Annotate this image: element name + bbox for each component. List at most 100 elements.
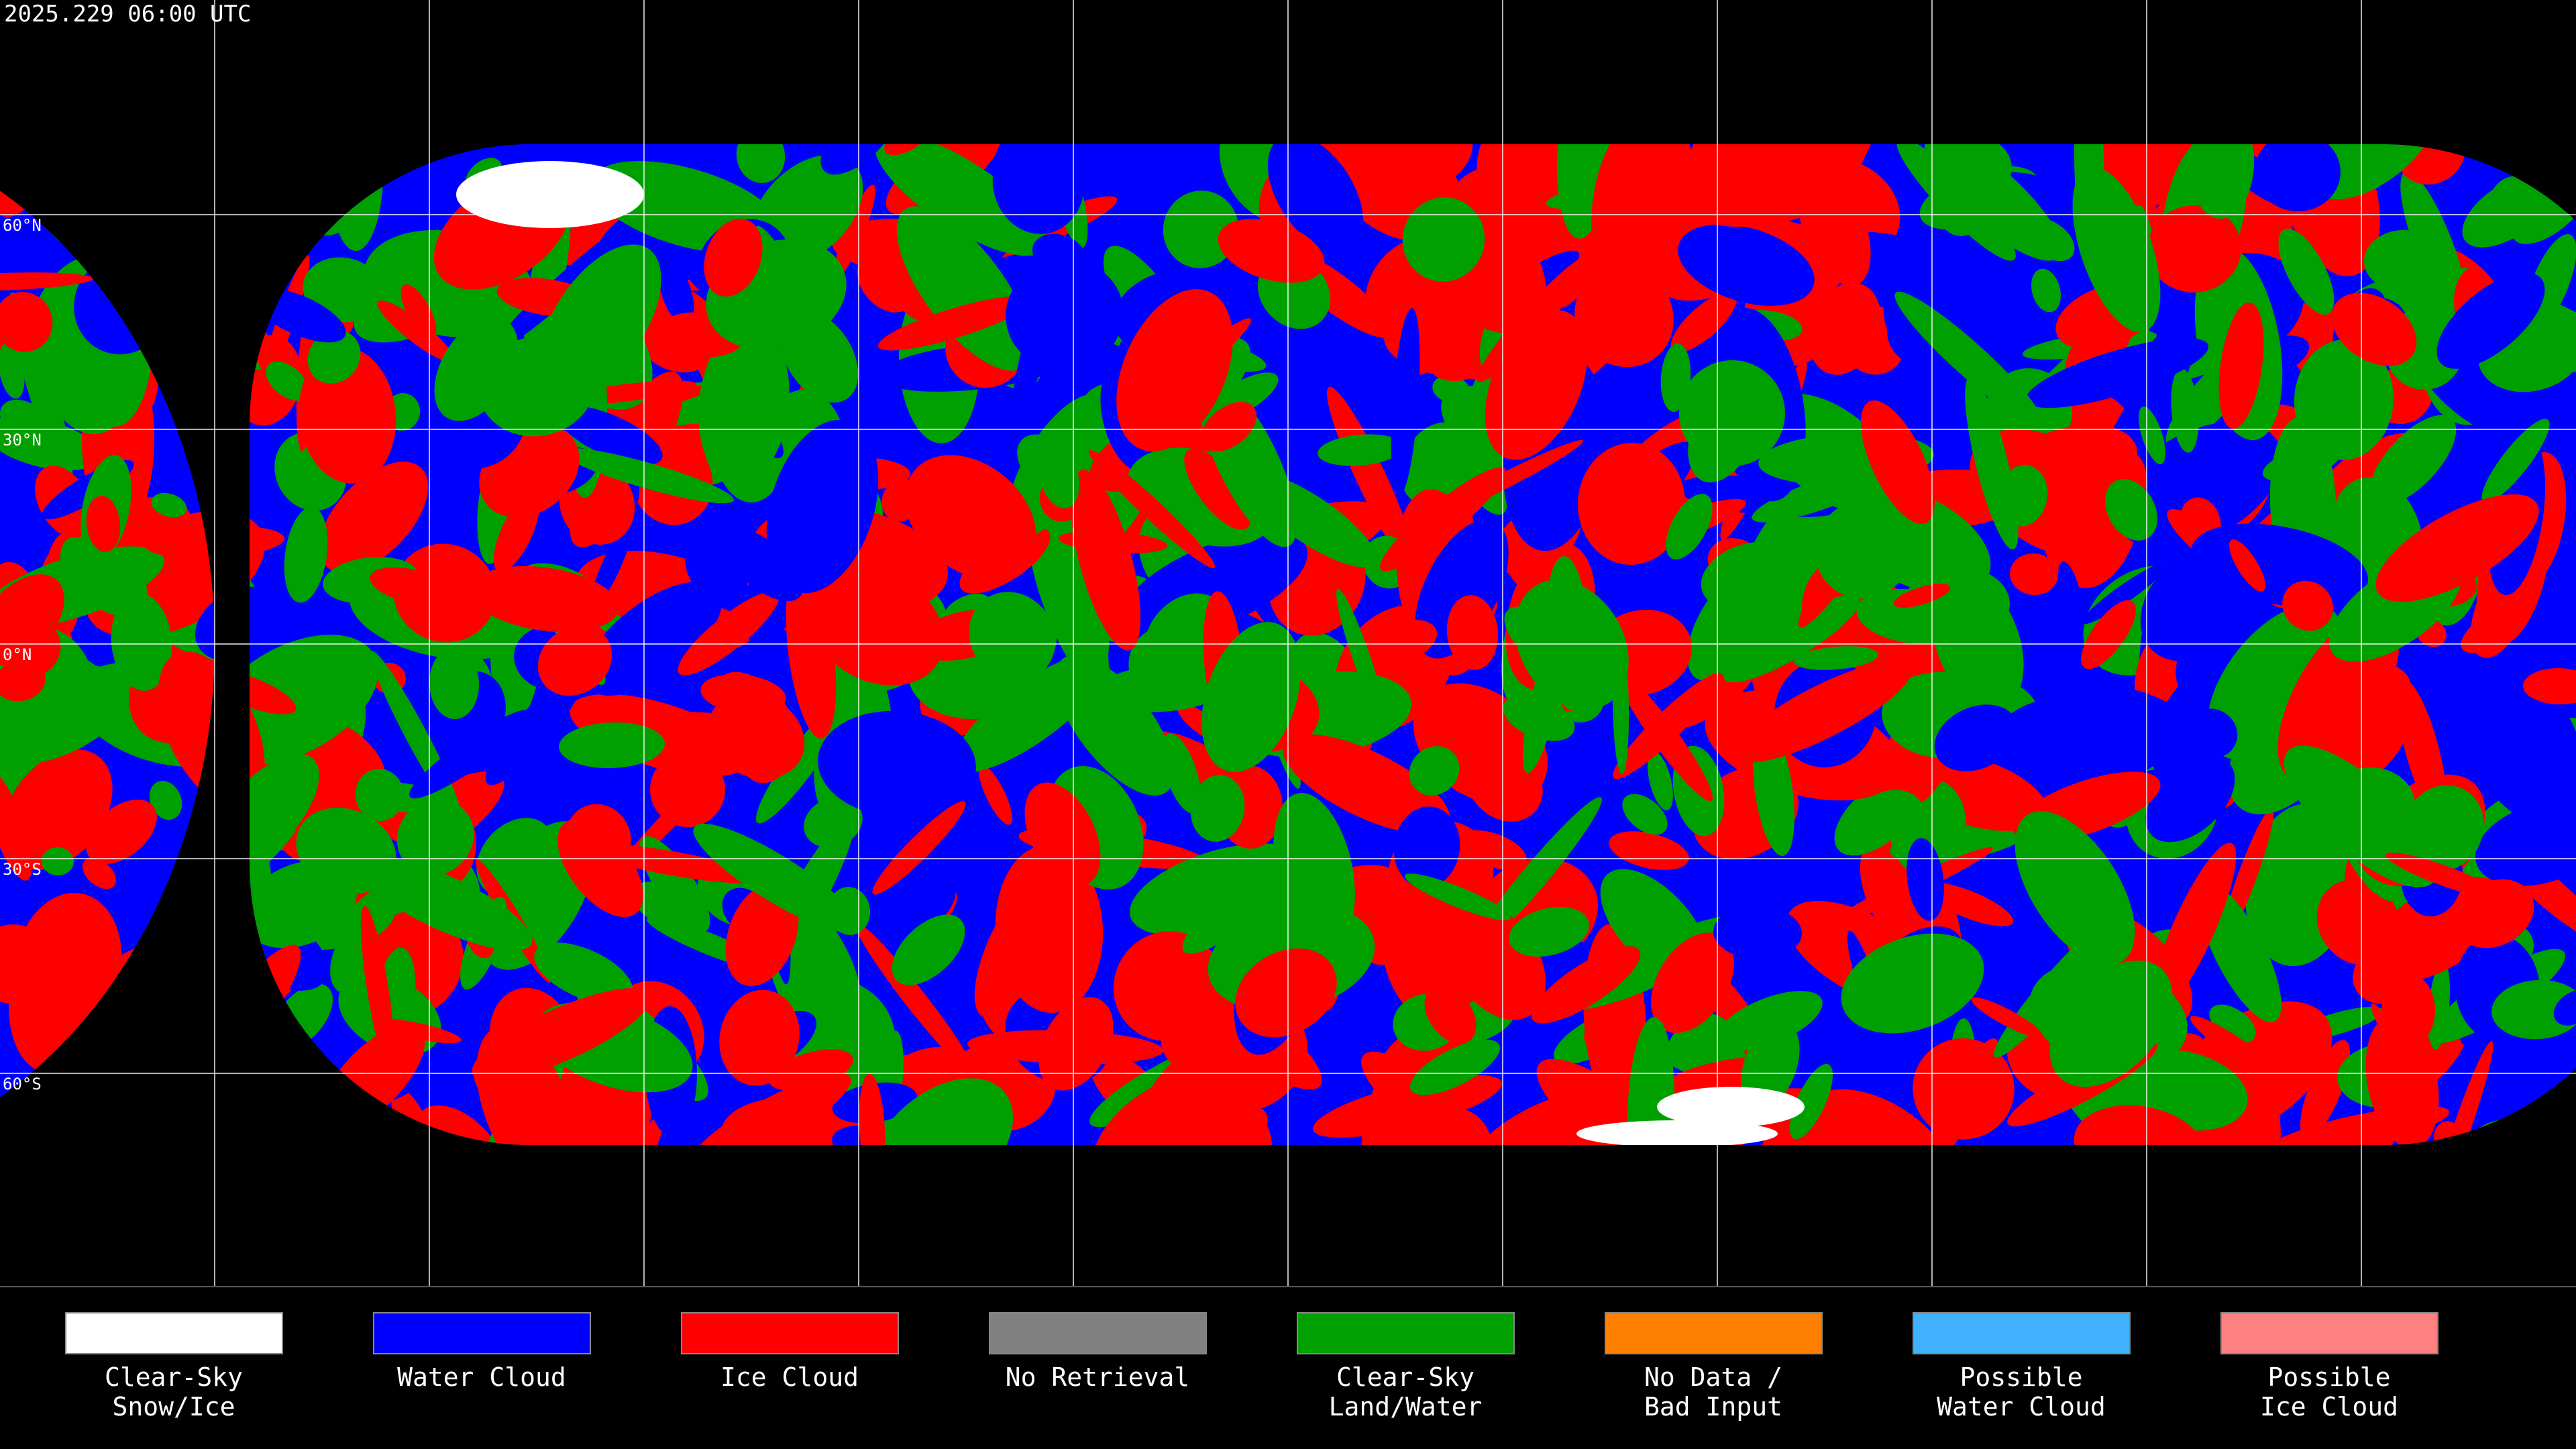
cloud-patch <box>1809 282 1881 375</box>
cloud-patch <box>1893 584 1951 608</box>
cloud-patch <box>992 131 1085 234</box>
cloud-patch <box>1218 219 1325 283</box>
cloud-patch <box>2375 494 2539 602</box>
cloud-patch <box>704 218 763 297</box>
cloud-patch <box>2081 600 2136 669</box>
legend-swatch <box>681 1312 899 1354</box>
cloud-patch <box>2278 228 2334 315</box>
cloud-patch <box>1430 353 1479 381</box>
cloud-patch <box>2255 131 2341 212</box>
cloud-patch <box>2490 176 2533 219</box>
cloud-patch <box>1997 465 2048 527</box>
cloud-patch <box>2105 479 2157 541</box>
cloud-patch <box>875 133 1046 256</box>
legend-label: Possible <box>1960 1362 2082 1392</box>
cloud-patch <box>1283 734 1450 835</box>
cloud-patch <box>1402 197 1485 282</box>
cloud-patch <box>2229 539 2266 592</box>
legend-label: Clear-Sky <box>1336 1362 1474 1392</box>
cloud-patch <box>2151 843 2237 1014</box>
cloud-patch <box>582 843 763 883</box>
cloud-patch <box>1531 946 1641 1024</box>
cloud-patch <box>1361 1063 1428 1167</box>
cloud-patch <box>2553 989 2576 1026</box>
cloud-patch <box>2147 205 2241 293</box>
cloud-patch <box>1574 266 1674 368</box>
cloud-patch <box>1591 121 1696 302</box>
cloud-patch <box>1027 505 1112 692</box>
timestamp: 2025.229 06:00 UTC <box>4 1 251 28</box>
cloud-patch <box>2031 268 2061 313</box>
cloud-patch <box>2369 415 2457 506</box>
cloud-patch <box>2523 667 2576 705</box>
legend-label: No Data / <box>1644 1362 1782 1392</box>
cloud-patch <box>786 564 837 739</box>
cloud-patch <box>1613 672 1723 780</box>
cloud-patch <box>1504 606 1568 667</box>
cloud-patch <box>2475 800 2576 886</box>
cloud-patch <box>896 206 1032 371</box>
cloud-patch <box>2015 811 2135 965</box>
legend-label: Land/Water <box>1329 1392 1483 1421</box>
cloud-patch <box>485 670 584 786</box>
cloud-patch <box>2300 1040 2351 1139</box>
cloud-patch <box>1201 622 1301 772</box>
cloud-patch <box>1415 519 1509 659</box>
cloud-patch <box>974 881 1052 1018</box>
cloud-patch <box>2186 708 2238 758</box>
cloud-patch <box>2145 755 2235 843</box>
cloud-patch <box>559 722 665 769</box>
legend-label: Water Cloud <box>397 1362 566 1392</box>
cloud-patch <box>1678 224 1815 306</box>
latitude-labels: 60°N 30°N 0°N 30°S 60°S <box>3 216 42 1093</box>
cloud-patch <box>1934 704 2019 771</box>
cloud-patch <box>360 906 395 1072</box>
cloud-patch <box>1577 443 1686 565</box>
graticule <box>0 0 2576 1287</box>
cloud-patch <box>1362 910 1460 966</box>
latitude-label: 30°S <box>3 860 42 879</box>
cloud-patch <box>1409 746 1460 796</box>
cloud-patch <box>1417 439 1583 527</box>
cloud-patch <box>3 749 113 871</box>
cloud-patch <box>1184 448 1251 530</box>
cloud-patch <box>1701 541 1801 611</box>
cloud-patch <box>1713 905 1802 960</box>
cloud-patch <box>537 625 612 696</box>
cloud-patch <box>1862 790 1925 841</box>
cloud-patch <box>1887 260 2056 374</box>
cloud-patch <box>2436 272 2545 369</box>
cloud-patch <box>2057 561 2083 626</box>
cloud-patch <box>2049 960 2173 1087</box>
legend-swatch <box>1297 1312 1515 1354</box>
cloud-patch <box>2364 229 2440 291</box>
latitude-label: 60°N <box>3 216 42 235</box>
cloud-patch <box>149 780 182 820</box>
cloud-patch <box>698 323 790 485</box>
cloud-patch <box>2171 368 2199 453</box>
cloud-patch <box>2481 419 2550 503</box>
cloud-patch <box>557 405 663 466</box>
cloud-patch <box>1622 794 1668 835</box>
cloud-patch <box>1503 694 1575 741</box>
cloud-patch <box>2324 767 2415 845</box>
cloud-patch <box>1648 751 1673 810</box>
cloud-patch <box>1651 932 1734 1033</box>
cloud-patch <box>0 343 25 399</box>
cloud-patch <box>1245 472 1377 568</box>
snow-ice-patch <box>1576 1120 1778 1147</box>
cloud-patch <box>877 296 1030 351</box>
cloud-patch <box>151 492 187 518</box>
legend-swatch <box>65 1312 283 1354</box>
cloud-patch <box>1088 450 1216 568</box>
legend-label: Bad Input <box>1644 1392 1782 1421</box>
cloud-patch <box>1070 470 1141 651</box>
cloud-patch <box>2454 879 2534 949</box>
cloud-patch <box>1860 400 1935 525</box>
cloud-patch <box>881 479 922 522</box>
cloud-patch <box>1006 259 1124 370</box>
cloud-patch <box>1723 594 1860 683</box>
cloud-patch <box>1733 661 1913 763</box>
